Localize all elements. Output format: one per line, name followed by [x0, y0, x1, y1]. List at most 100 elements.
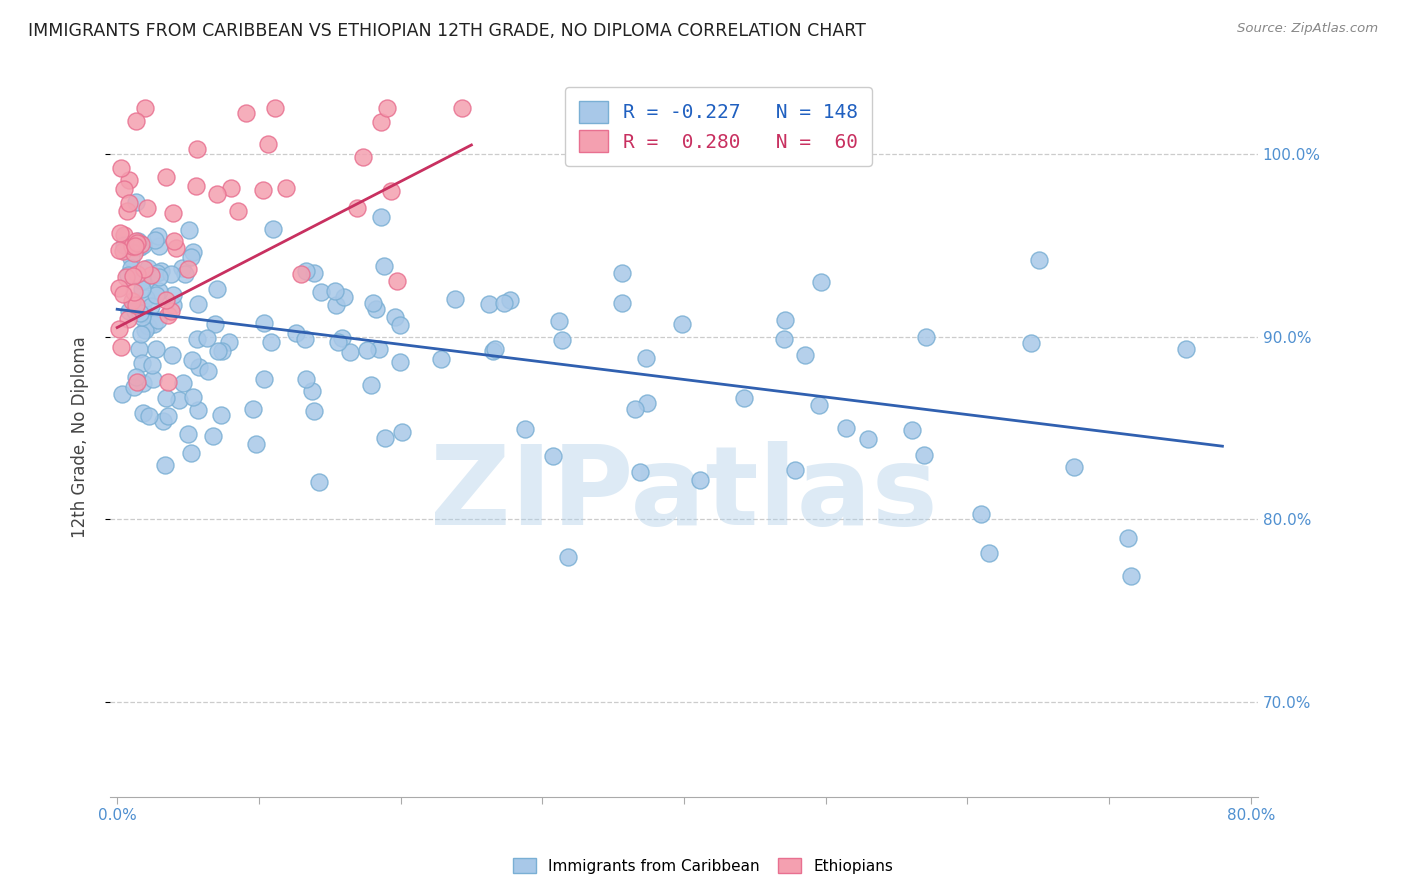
Point [156, 409, 179, 423]
Point [136, 260, 159, 275]
Point [187, 360, 209, 375]
Point [451, 102, 474, 116]
Point [160, 304, 183, 318]
Point [970, 507, 993, 521]
Point [135, 292, 157, 306]
Point [242, 402, 264, 417]
Point [290, 267, 312, 281]
Point [181, 390, 204, 404]
Point [112, 287, 135, 301]
Point [733, 391, 755, 405]
Point [630, 465, 652, 479]
Point [311, 285, 333, 299]
Point [384, 310, 406, 324]
Point [146, 266, 169, 280]
Point [155, 293, 177, 307]
Point [177, 427, 200, 442]
Point [367, 342, 389, 356]
Text: IMMIGRANTS FROM CARIBBEAN VS ETHIOPIAN 12TH GRADE, NO DIPLOMA CORRELATION CHART: IMMIGRANTS FROM CARIBBEAN VS ETHIOPIAN 1… [28, 22, 866, 40]
Point [125, 370, 148, 384]
Point [912, 448, 935, 462]
Point [1174, 343, 1197, 357]
Point [1121, 569, 1143, 583]
Point [302, 266, 325, 280]
Point [120, 260, 142, 275]
Point [294, 332, 316, 346]
Point [139, 299, 162, 313]
Point [124, 239, 146, 253]
Point [218, 334, 240, 349]
Point [209, 408, 232, 422]
Point [202, 429, 225, 443]
Point [129, 327, 152, 342]
Point [835, 421, 858, 435]
Legend: Immigrants from Caribbean, Ethiopians: Immigrants from Caribbean, Ethiopians [506, 852, 900, 880]
Point [121, 294, 143, 309]
Point [181, 245, 204, 260]
Point [167, 392, 190, 407]
Point [162, 206, 184, 220]
Point [129, 236, 152, 251]
Point [197, 363, 219, 377]
Point [122, 246, 145, 260]
Point [162, 287, 184, 301]
Point [136, 318, 159, 333]
Point [257, 137, 280, 152]
Point [245, 437, 267, 451]
Point [308, 475, 330, 490]
Point [375, 102, 398, 116]
Point [636, 396, 658, 410]
Point [145, 288, 167, 302]
Point [285, 326, 308, 340]
Text: Source: ZipAtlas.com: Source: ZipAtlas.com [1237, 22, 1378, 36]
Point [118, 304, 141, 318]
Point [155, 458, 177, 473]
Point [128, 306, 150, 320]
Point [108, 280, 131, 294]
Point [186, 178, 208, 193]
Point [179, 223, 201, 237]
Point [1116, 532, 1139, 546]
Point [115, 204, 138, 219]
Point [807, 398, 830, 412]
Point [132, 406, 155, 420]
Point [253, 316, 276, 330]
Point [253, 372, 276, 386]
Point [112, 238, 135, 252]
Point [773, 332, 796, 346]
Point [108, 243, 131, 257]
Point [127, 234, 149, 248]
Point [492, 296, 515, 310]
Point [145, 233, 167, 247]
Point [1063, 460, 1085, 475]
Point [162, 298, 184, 312]
Point [112, 228, 135, 243]
Point [444, 292, 467, 306]
Point [110, 226, 132, 240]
Point [610, 296, 633, 310]
Text: ZIPatlas: ZIPatlas [430, 442, 938, 548]
Point [380, 184, 402, 198]
Point [914, 330, 936, 344]
Point [110, 161, 132, 175]
Point [172, 376, 194, 390]
Point [148, 239, 170, 253]
Point [142, 372, 165, 386]
Point [482, 344, 505, 359]
Point [129, 240, 152, 254]
Point [219, 180, 242, 194]
Point [252, 183, 274, 197]
Point [148, 284, 170, 298]
Point [301, 384, 323, 399]
Point [689, 473, 711, 487]
Point [339, 344, 361, 359]
Point [429, 351, 451, 366]
Point [124, 379, 146, 393]
Point [513, 422, 536, 436]
Point [541, 450, 564, 464]
Point [186, 142, 208, 156]
Point [211, 343, 233, 358]
Point [132, 302, 155, 317]
Point [977, 546, 1000, 560]
Point [131, 238, 153, 252]
